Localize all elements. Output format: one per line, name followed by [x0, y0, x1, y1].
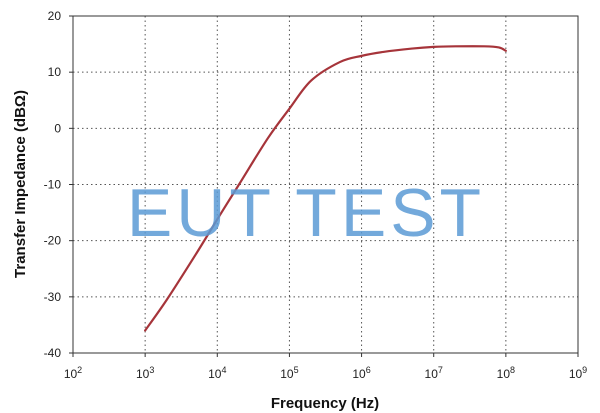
x-tick-label: 107 [425, 365, 443, 381]
grid [73, 16, 578, 353]
x-tick-label: 103 [136, 365, 154, 381]
y-axis-title: Transfer Impedance (dBΩ) [12, 90, 29, 278]
watermark-text: EUT TEST [127, 175, 485, 251]
x-tick-label: 104 [208, 365, 226, 381]
x-tick-label: 102 [64, 365, 82, 381]
y-tick-label: 20 [48, 9, 62, 23]
y-tick-label: 0 [54, 121, 61, 135]
x-tick-labels: 102 103 104 105 106 107 108 109 [64, 353, 587, 381]
y-tick-label: -30 [44, 290, 62, 304]
y-tick-label: -20 [44, 234, 62, 248]
x-tick-label: 105 [280, 365, 298, 381]
y-tick-labels: 20 10 0 -10 -20 -30 -40 [44, 9, 73, 360]
y-tick-label: 10 [48, 65, 62, 79]
x-axis-title: Frequency (Hz) [271, 395, 379, 412]
x-tick-label: 109 [569, 365, 587, 381]
series-line [144, 45, 507, 332]
x-tick-label: 106 [352, 365, 370, 381]
y-tick-label: -10 [44, 178, 62, 192]
x-tick-label: 108 [497, 365, 515, 381]
y-tick-label: -40 [44, 346, 62, 360]
series-layer [144, 45, 507, 332]
